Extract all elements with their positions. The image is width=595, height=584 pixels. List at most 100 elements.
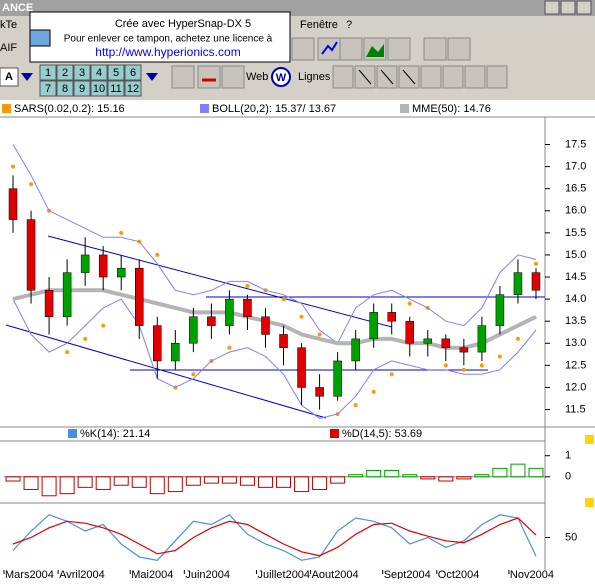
tool-button[interactable] <box>420 65 442 89</box>
menu-item[interactable]: kTe <box>0 19 17 31</box>
toolbar-icons <box>291 37 471 61</box>
chart-area <box>0 100 595 579</box>
trend-line <box>47 235 393 328</box>
period-button[interactable] <box>56 64 74 81</box>
candle-body <box>477 325 487 353</box>
oscillator-line <box>12 514 537 561</box>
histogram-bar <box>348 474 364 478</box>
histogram-bar <box>384 469 400 478</box>
tool-button[interactable] <box>171 65 195 89</box>
candle-body <box>153 325 162 362</box>
candle-body <box>207 316 216 326</box>
symbol-field[interactable]: AIF <box>0 42 17 54</box>
x-tick-label: Aout2004 <box>312 569 359 579</box>
histogram-bar <box>59 476 75 495</box>
sar-dot <box>227 345 232 350</box>
window-title: ANCE <box>2 2 33 14</box>
histogram-bar <box>185 476 201 486</box>
legend-label: MME(50): 14.76 <box>412 103 491 115</box>
panel-marker[interactable] <box>585 498 594 507</box>
period-button[interactable] <box>124 64 142 81</box>
close-button[interactable] <box>576 0 592 15</box>
period-button[interactable] <box>124 80 142 97</box>
tool-button[interactable] <box>221 65 245 89</box>
candle-body <box>225 298 234 326</box>
dropdown-arrow[interactable] <box>21 73 33 81</box>
candle-body <box>189 316 198 344</box>
y-tick-label: 17.0 <box>565 160 586 172</box>
menu-item[interactable]: Fenêtre <box>300 19 338 31</box>
sar-dot <box>497 354 502 359</box>
candle-body <box>8 188 18 220</box>
candle-body <box>531 272 541 291</box>
candle-body <box>369 312 378 340</box>
histogram-bar <box>149 476 165 495</box>
web-button[interactable] <box>271 67 291 87</box>
sar-dot <box>479 363 484 368</box>
font-button[interactable] <box>0 67 19 87</box>
period-button[interactable] <box>73 64 91 81</box>
web-label[interactable]: Web <box>246 71 268 83</box>
legend-swatch <box>200 104 209 113</box>
sar-dot <box>299 314 304 319</box>
y-tick-label: 12.0 <box>565 381 586 393</box>
watermark-box <box>29 11 291 63</box>
period-button[interactable] <box>107 80 125 97</box>
period-button[interactable] <box>90 80 108 97</box>
legend-label: %D(14,5): 53.69 <box>342 428 422 440</box>
y-tick-label: 15.0 <box>565 249 586 261</box>
menu-item[interactable]: ? <box>346 19 352 31</box>
tool-button[interactable] <box>339 37 363 61</box>
tool-button[interactable] <box>486 65 508 89</box>
tool-button[interactable] <box>442 65 464 89</box>
candle-body <box>243 298 252 318</box>
tool-button[interactable] <box>317 37 341 61</box>
y-tick-label: 11.5 <box>565 403 586 415</box>
legend-label: %K(14): 21.14 <box>80 428 150 440</box>
y-tick-label: 14.5 <box>565 271 586 283</box>
period-button[interactable] <box>107 64 125 81</box>
tool-button[interactable] <box>197 65 221 89</box>
maximize-button[interactable] <box>560 0 576 15</box>
y-tick-label: 50 <box>565 531 577 543</box>
watermark-url[interactable]: http://www.hyperionics.com <box>95 45 240 59</box>
sar-dot <box>371 389 376 394</box>
tool-button[interactable] <box>387 37 411 61</box>
period-label: 12 <box>127 83 139 95</box>
dropdown-arrow[interactable] <box>146 73 158 81</box>
period-label: 1 <box>45 67 51 79</box>
histogram-bar <box>131 476 147 488</box>
tool-button[interactable] <box>332 65 354 89</box>
period-button[interactable] <box>39 64 57 81</box>
x-tick-label: Sept2004 <box>384 569 431 579</box>
period-button[interactable] <box>73 80 91 97</box>
tool-button[interactable] <box>423 37 447 61</box>
y-tick-label: 1 <box>565 450 571 462</box>
period-label: 5 <box>113 67 119 79</box>
sar-dot <box>515 336 520 341</box>
legend-swatch <box>2 104 11 113</box>
sar-dot <box>353 403 358 408</box>
candle-body <box>171 343 180 362</box>
x-tick-label: Avril2004 <box>59 569 105 579</box>
y-tick-label: 12.5 <box>565 359 586 371</box>
period-button[interactable] <box>56 80 74 97</box>
icon <box>380 69 394 85</box>
period-button[interactable] <box>39 80 57 97</box>
minimize-button[interactable] <box>544 0 560 15</box>
tool-button[interactable] <box>464 65 486 89</box>
icon <box>402 69 416 85</box>
tool-button[interactable] <box>447 37 471 61</box>
line-tools <box>332 65 508 89</box>
period-button[interactable] <box>90 64 108 81</box>
candle-body <box>315 387 324 397</box>
sar-dot <box>101 323 106 328</box>
tool-button[interactable] <box>291 37 315 61</box>
sar-dot <box>461 367 466 372</box>
legend-label: SARS(0.02,0.2): 15.16 <box>14 103 125 115</box>
candle-body <box>441 338 451 348</box>
panel-marker[interactable] <box>585 435 594 444</box>
candle-body <box>80 254 90 273</box>
x-tick-label: Mars2004 <box>5 569 54 579</box>
